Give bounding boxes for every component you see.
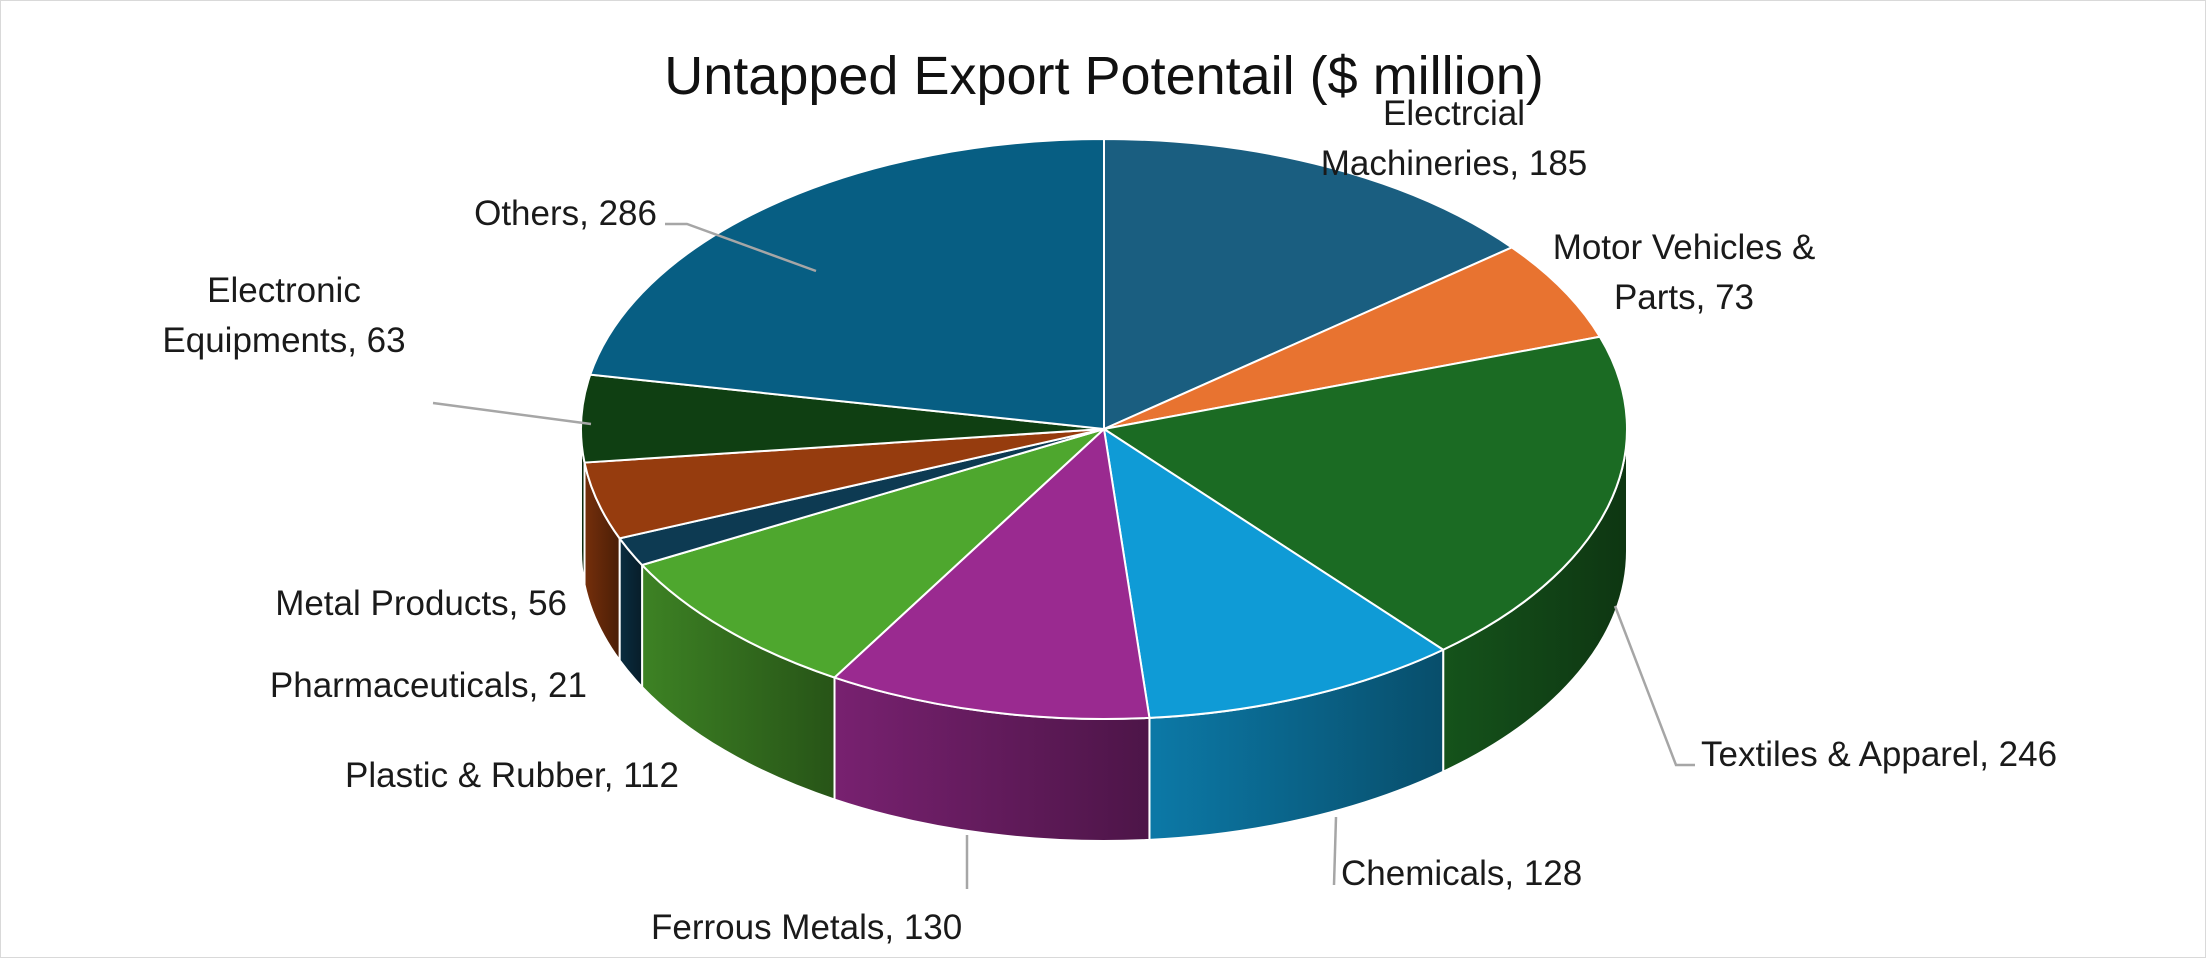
pie-top [580,138,1629,720]
data-label-electrical-machineries-line-2: Machineries, 185 [1321,144,1588,183]
data-label-motor-vehicles-line-1: Motor Vehicles & [1553,228,1816,267]
data-label-electronic-equipments-line-2: Equipments, 63 [162,321,405,360]
pie-slice-textiles-apparel [1103,335,1629,651]
data-label-others: Others, 286 [474,194,657,233]
data-label-textiles-apparel: Textiles & Apparel, 246 [1701,735,2057,774]
pie-slice-ferrous-metals [833,428,1151,720]
pie-slice-chemicals [1103,428,1445,719]
leader-chemicals [1332,816,1338,886]
pie-slice-electrical-machineries [1103,138,1513,430]
pie-slice-motor-vehicles [1103,246,1601,430]
data-label-motor-vehicles-line-2: Parts, 73 [1614,278,1754,317]
leader-others [665,222,817,273]
data-label-electronic-equipments-line-1: Electronic [207,271,361,310]
data-label-chemicals: Chemicals, 128 [1341,854,1582,893]
data-labels: Electrcial Machineries, 185 Motor Vehicles… [162,94,2057,947]
leader-electronic-equipments [432,401,592,426]
pie-slice-electronic-equipments [580,373,1105,464]
data-label-pharmaceuticals: Pharmaceuticals, 21 [270,666,587,705]
data-label-electrical-machineries-line-1: Electrcial [1383,94,1525,133]
pie-slice-others [589,138,1105,430]
pie-slice-plastic-rubber [641,428,1105,679]
data-label-ferrous-metals: Ferrous Metals, 130 [651,908,962,947]
pie-sides [580,428,1628,842]
data-label-metal-products: Metal Products, 56 [275,584,567,623]
leader-lines [432,222,1695,889]
leader-textiles-apparel [1613,605,1695,767]
data-label-plastic-rubber: Plastic & Rubber, 112 [345,756,679,795]
chart-title: Untapped Export Potentail ($ million) [664,46,1543,106]
